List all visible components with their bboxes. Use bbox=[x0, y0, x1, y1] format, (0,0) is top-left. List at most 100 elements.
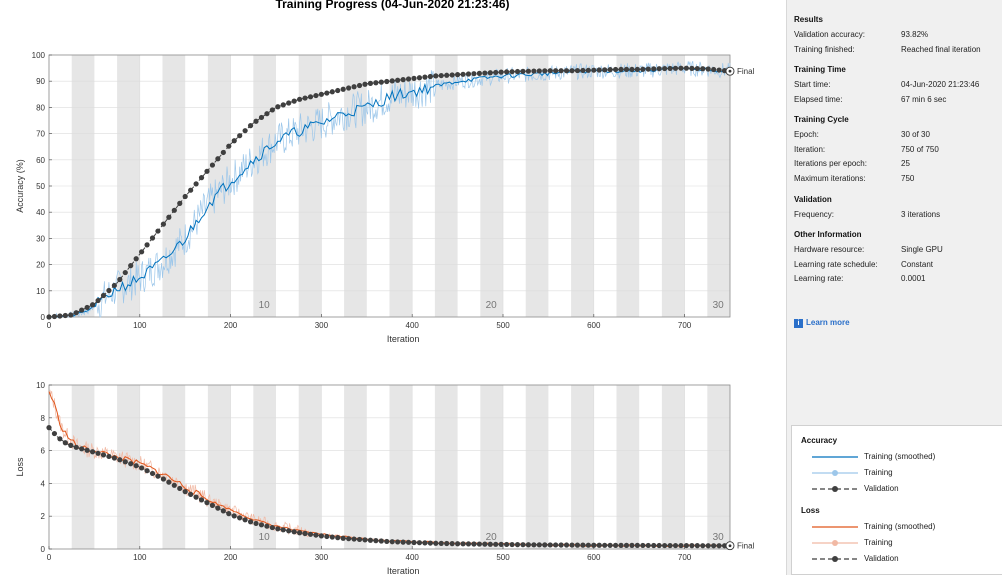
validation-point bbox=[231, 513, 237, 519]
legend-item: Training (smoothed) bbox=[812, 451, 1002, 463]
validation-point bbox=[384, 538, 390, 545]
validation-point bbox=[427, 540, 433, 546]
validation-point bbox=[166, 479, 172, 485]
epoch-band bbox=[207, 385, 231, 549]
validation-point bbox=[204, 500, 210, 506]
validation-point bbox=[220, 508, 226, 514]
info-label: Elapsed time: bbox=[794, 94, 843, 104]
validation-point bbox=[100, 292, 107, 299]
validation-point bbox=[531, 542, 537, 548]
validation-point bbox=[258, 114, 265, 121]
x-tick-label: 100 bbox=[133, 553, 147, 562]
validation-point bbox=[482, 70, 488, 76]
validation-point bbox=[373, 538, 379, 544]
validation-point bbox=[73, 310, 79, 316]
y-tick-label: 10 bbox=[36, 381, 45, 390]
validation-point bbox=[286, 100, 292, 106]
validation-point bbox=[220, 149, 226, 156]
validation-point bbox=[427, 73, 433, 80]
validation-point bbox=[149, 470, 156, 477]
y-tick-label: 0 bbox=[41, 545, 46, 554]
validation-point bbox=[711, 543, 717, 549]
validation-point bbox=[318, 533, 324, 539]
validation-point bbox=[574, 542, 581, 548]
validation-point bbox=[395, 539, 401, 545]
info-value: 67 min 6 sec bbox=[901, 94, 947, 104]
validation-point bbox=[302, 530, 308, 537]
legend-item: Validation bbox=[812, 483, 1002, 495]
validation-point bbox=[177, 485, 183, 492]
validation-point bbox=[536, 68, 542, 74]
validation-point bbox=[302, 95, 308, 101]
validation-point bbox=[297, 96, 303, 102]
validation-point bbox=[629, 66, 635, 73]
y-tick-label: 8 bbox=[41, 414, 46, 423]
validation-point bbox=[231, 138, 237, 144]
validation-point bbox=[640, 542, 646, 549]
y-tick-label: 0 bbox=[41, 313, 46, 322]
validation-point bbox=[264, 111, 270, 117]
epoch-band bbox=[117, 385, 140, 549]
y-tick-label: 80 bbox=[36, 103, 45, 112]
validation-point bbox=[514, 542, 521, 548]
epoch-label: 20 bbox=[486, 300, 498, 311]
validation-point bbox=[563, 542, 570, 548]
final-label: Final bbox=[737, 542, 755, 551]
validation-point bbox=[683, 542, 690, 549]
epoch-band bbox=[434, 385, 458, 549]
validation-point bbox=[618, 66, 624, 73]
validation-point bbox=[689, 543, 695, 549]
validation-point bbox=[438, 540, 444, 546]
info-label: Hardware resource: bbox=[794, 245, 865, 254]
y-tick-label: 2 bbox=[41, 512, 46, 521]
validation-point bbox=[57, 436, 63, 442]
y-tick-label: 90 bbox=[36, 77, 45, 86]
validation-point bbox=[585, 67, 591, 73]
training-smoothed-line bbox=[49, 65, 731, 318]
validation-point bbox=[106, 453, 112, 460]
x-tick-label: 400 bbox=[406, 321, 420, 330]
validation-point bbox=[694, 543, 700, 549]
info-value: 30 of 30 bbox=[901, 130, 930, 139]
y-tick-label: 70 bbox=[36, 130, 45, 139]
epoch-band bbox=[480, 385, 503, 549]
x-tick-label: 400 bbox=[406, 553, 420, 562]
validation-point bbox=[351, 84, 357, 90]
validation-point bbox=[160, 476, 167, 482]
validation-point bbox=[411, 539, 417, 546]
validation-point bbox=[128, 461, 134, 467]
validation-point bbox=[291, 98, 297, 104]
validation-point bbox=[346, 536, 352, 542]
legend-item: Training bbox=[812, 467, 1002, 479]
validation-point bbox=[389, 78, 395, 84]
legend-swatch bbox=[812, 556, 858, 562]
info-label: Iterations per epoch: bbox=[794, 159, 867, 168]
validation-point bbox=[324, 90, 330, 96]
x-tick-label: 300 bbox=[315, 321, 329, 330]
validation-point bbox=[198, 497, 205, 503]
legend-panel: Accuracy Training (smoothed) Training Valid… bbox=[791, 425, 1002, 575]
epoch-band bbox=[253, 385, 276, 549]
section-title: Validation bbox=[794, 195, 832, 204]
validation-point bbox=[356, 82, 363, 89]
x-tick-label: 100 bbox=[133, 321, 147, 330]
validation-point bbox=[182, 193, 188, 200]
validation-point bbox=[247, 123, 254, 129]
validation-point bbox=[476, 70, 482, 76]
validation-point bbox=[580, 542, 586, 548]
validation-point bbox=[656, 542, 662, 549]
epoch-band bbox=[71, 385, 95, 549]
validation-point bbox=[700, 66, 706, 72]
validation-point bbox=[313, 92, 319, 99]
validation-point bbox=[569, 542, 575, 548]
legend-label: Training (smoothed) bbox=[864, 522, 936, 531]
validation-point bbox=[716, 543, 722, 549]
validation-point bbox=[553, 542, 559, 548]
validation-point bbox=[542, 68, 548, 74]
info-label: Learning rate schedule: bbox=[794, 259, 878, 269]
validation-point bbox=[117, 457, 123, 463]
learn-more-link[interactable]: i Learn more bbox=[794, 318, 850, 328]
validation-point bbox=[612, 542, 619, 548]
validation-point bbox=[602, 67, 608, 73]
